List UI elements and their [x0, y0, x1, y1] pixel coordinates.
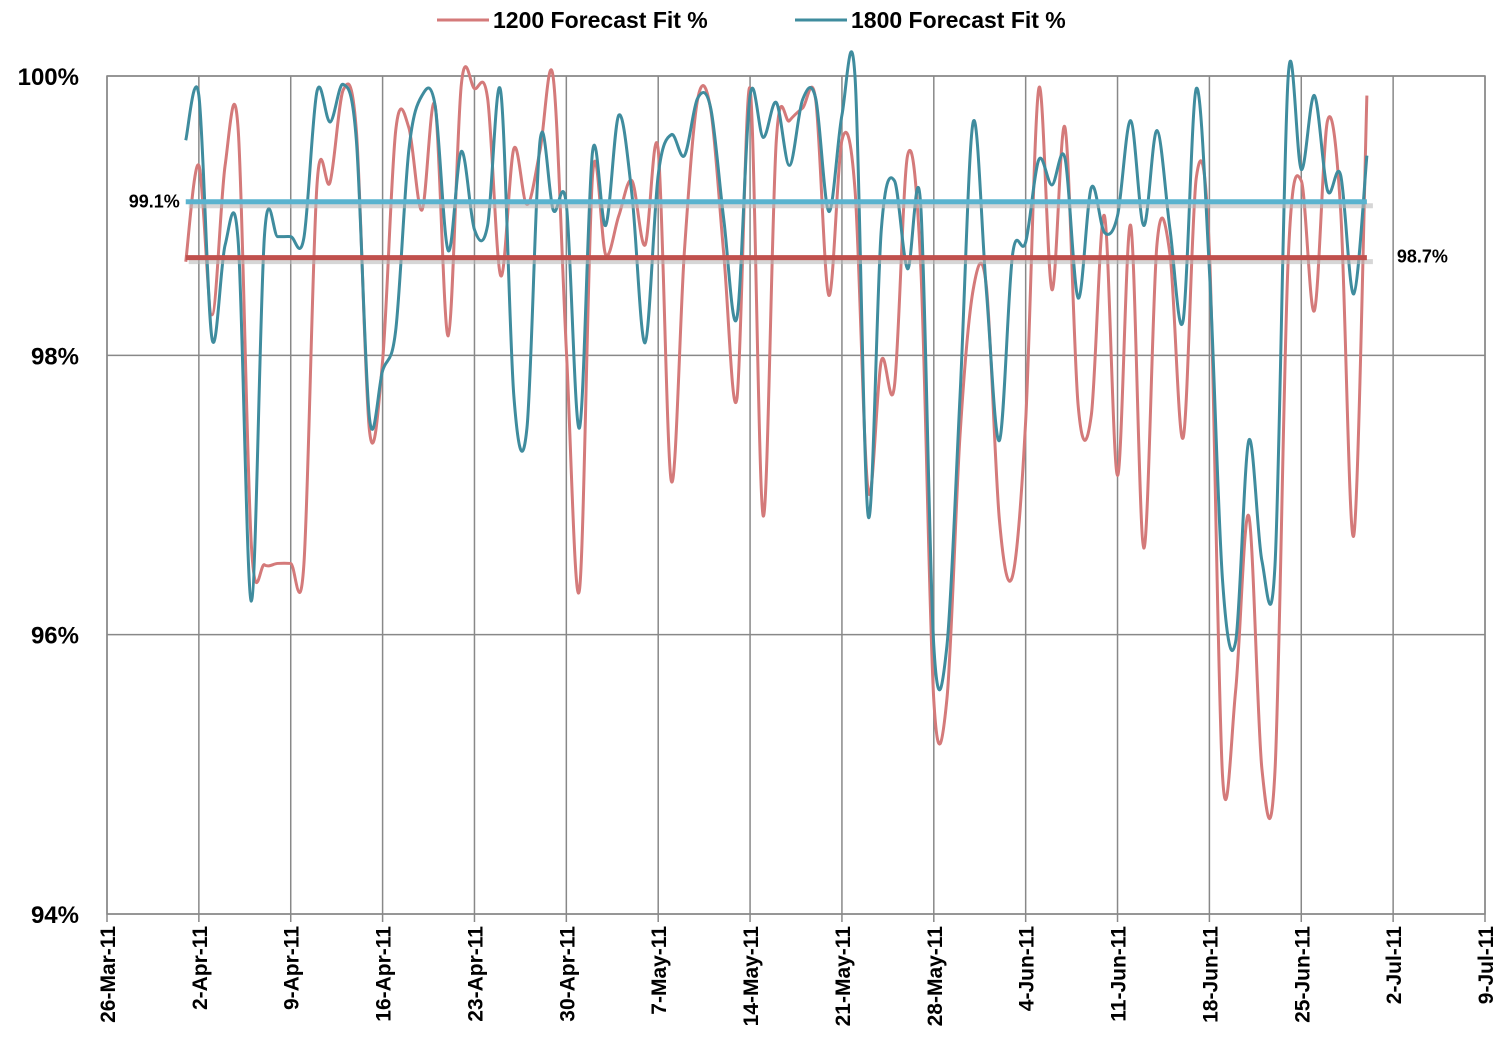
series-line — [184, 50, 1369, 692]
y-tick-label: 98% — [31, 343, 79, 370]
x-tick-label: 14-May-11 — [740, 926, 763, 1027]
x-tick-label: 2-Apr-11 — [189, 926, 212, 1010]
x-tick-label: 4-Jun-11 — [1016, 926, 1039, 1012]
x-tick-label: 30-Apr-11 — [556, 926, 579, 1022]
y-tick-label: 96% — [31, 623, 79, 650]
x-tick-label: 7-May-11 — [648, 926, 671, 1015]
reference-label: 98.7% — [1397, 247, 1448, 267]
y-tick-label: 100% — [18, 64, 79, 91]
x-tick-label: 28-May-11 — [924, 926, 947, 1027]
x-tick-label: 23-Apr-11 — [464, 926, 487, 1022]
reference-label: 99.1% — [129, 192, 180, 212]
y-tick-label: 94% — [31, 902, 79, 929]
legend-label: 1800 Forecast Fit % — [851, 7, 1066, 33]
x-tick-label: 16-Apr-11 — [373, 926, 396, 1022]
legend-label: 1200 Forecast Fit % — [493, 7, 708, 33]
x-tick-label: 2-Jul-11 — [1383, 926, 1406, 1005]
x-tick-label: 9-Jul-11 — [1475, 926, 1498, 1005]
x-tick-label: 18-Jun-11 — [1199, 926, 1222, 1023]
x-tick-label: 26-Mar-11 — [97, 926, 120, 1023]
x-tick-label: 21-May-11 — [832, 926, 855, 1027]
x-tick-label: 25-Jun-11 — [1291, 926, 1314, 1023]
x-tick-label: 11-Jun-11 — [1108, 926, 1131, 1022]
x-tick-label: 9-Apr-11 — [281, 926, 304, 1010]
